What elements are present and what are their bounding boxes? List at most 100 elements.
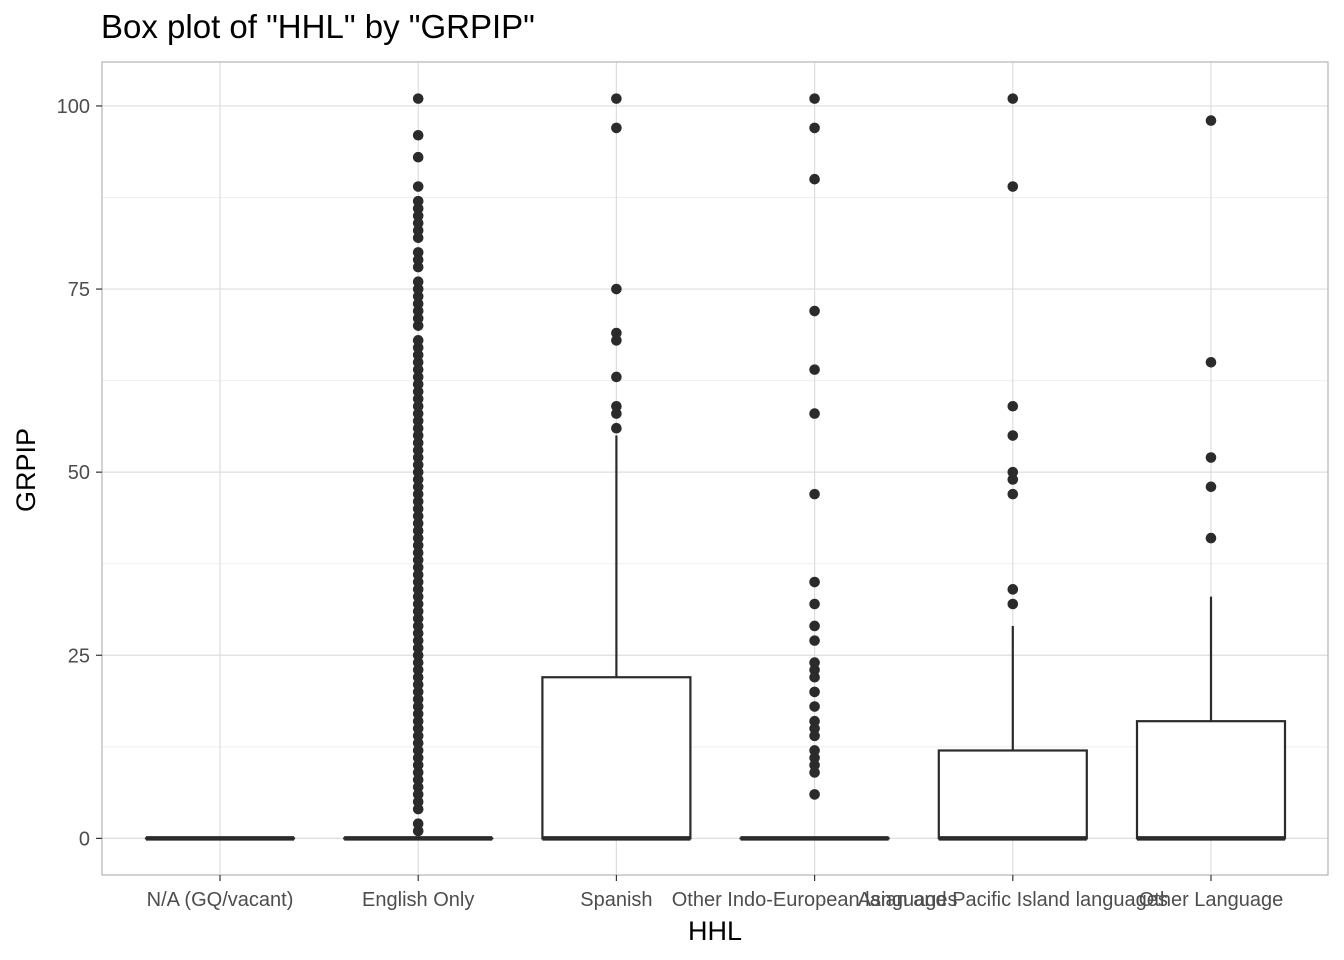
outlier-point — [412, 781, 424, 793]
outlier-point — [412, 569, 424, 581]
outlier-point — [809, 664, 820, 676]
outlier-point — [412, 642, 424, 654]
outlier-point — [1007, 400, 1019, 412]
outlier-point — [412, 774, 424, 786]
outlier-point — [1205, 481, 1217, 493]
outlier-point — [412, 627, 424, 639]
outlier-point — [412, 730, 424, 742]
outlier-point — [1205, 532, 1217, 544]
outlier-point — [412, 708, 424, 720]
outlier-point — [412, 584, 424, 595]
outlier-point — [611, 327, 622, 339]
outlier-point — [412, 283, 424, 295]
y-axis-title: GRPIP — [11, 428, 41, 512]
outlier-point — [412, 291, 424, 302]
x-axis: N/A (GQ/vacant) English Only Spanish Other … — [147, 875, 1284, 911]
outlier-point — [809, 488, 820, 500]
x-tick-label: English Only — [362, 889, 474, 911]
outlier-point — [412, 525, 424, 537]
outlier-point — [412, 474, 424, 485]
outlier-point — [809, 364, 820, 375]
outlier-point — [1007, 474, 1019, 485]
outlier-point — [412, 789, 424, 800]
outlier-point — [809, 635, 820, 646]
outlier-point — [412, 356, 424, 368]
outlier-point — [1205, 356, 1217, 368]
outlier-point — [809, 122, 820, 134]
y-tick-label: 50 — [68, 462, 90, 484]
minor-gridlines — [102, 197, 1328, 748]
outlier-point — [412, 93, 424, 104]
y-tick-label: 75 — [68, 279, 90, 301]
outlier-point — [412, 554, 424, 566]
outlier-point — [611, 400, 622, 412]
outlier-point — [412, 767, 424, 778]
outlier-point — [412, 305, 424, 317]
outlier-point — [412, 715, 424, 727]
outlier-point — [412, 796, 424, 808]
outlier-point — [611, 422, 622, 434]
outlier-point — [611, 122, 622, 134]
outlier-point — [611, 371, 622, 383]
outlier-point — [412, 444, 424, 456]
outlier-point — [412, 371, 424, 383]
outlier-point — [1007, 598, 1019, 610]
outlier-point — [809, 723, 820, 734]
outlier-point — [412, 195, 424, 207]
outlier-point — [412, 181, 424, 192]
outlier-point — [412, 737, 424, 749]
outlier-point — [412, 129, 424, 141]
outlier-point — [809, 576, 820, 588]
y-tick-label: 0 — [79, 828, 90, 850]
y-axis: 0 25 50 75 100 — [57, 96, 102, 850]
outlier-point — [412, 422, 424, 434]
outlier-point — [412, 825, 424, 837]
outlier-point — [1007, 584, 1019, 595]
outlier-point — [412, 481, 424, 493]
outlier-point — [412, 400, 424, 412]
x-tick-label: N/A (GQ/vacant) — [147, 889, 294, 911]
outlier-point — [412, 151, 424, 163]
outlier-point — [809, 686, 820, 698]
outlier-point — [412, 532, 424, 544]
outlier-point — [412, 510, 424, 522]
outlier-point — [1205, 452, 1217, 463]
x-tick-label: Other Language — [1139, 889, 1284, 911]
outlier-point — [611, 93, 622, 104]
outlier-point — [412, 723, 424, 734]
outlier-point — [1007, 488, 1019, 500]
outlier-point — [412, 459, 424, 471]
outlier-point — [809, 305, 820, 317]
outlier-point — [809, 93, 820, 104]
x-tick-label: Other Indo-European languages — [672, 889, 958, 911]
x-tick-label: Asian and Pacific Island languages — [858, 889, 1168, 911]
outlier-point — [412, 518, 424, 529]
outlier-point — [809, 701, 820, 712]
outlier-point — [412, 657, 424, 668]
outlier-point — [809, 620, 820, 632]
outlier-point — [412, 818, 424, 830]
outlier-point — [412, 649, 424, 661]
outlier-point — [412, 562, 424, 573]
outlier-point — [412, 393, 424, 405]
outlier-point — [412, 547, 424, 559]
x-tick-label: Spanish — [580, 889, 652, 911]
outlier-point — [412, 247, 424, 258]
outlier-point — [412, 576, 424, 588]
outlier-point — [809, 671, 820, 683]
outlier-point — [412, 225, 424, 236]
y-tick-label: 100 — [57, 96, 90, 118]
outlier-point — [412, 210, 424, 222]
outlier-point — [809, 408, 820, 419]
box-iqr — [541, 676, 692, 840]
outlier-point — [412, 693, 424, 705]
outlier-point — [412, 430, 424, 441]
outlier-point — [412, 803, 424, 815]
outlier-point — [412, 635, 424, 646]
outlier-point — [412, 203, 424, 214]
outlier-point — [611, 335, 622, 346]
outlier-point — [412, 217, 424, 229]
outlier-point — [611, 408, 622, 419]
outlier-point — [412, 503, 424, 515]
outlier-point — [412, 613, 424, 624]
